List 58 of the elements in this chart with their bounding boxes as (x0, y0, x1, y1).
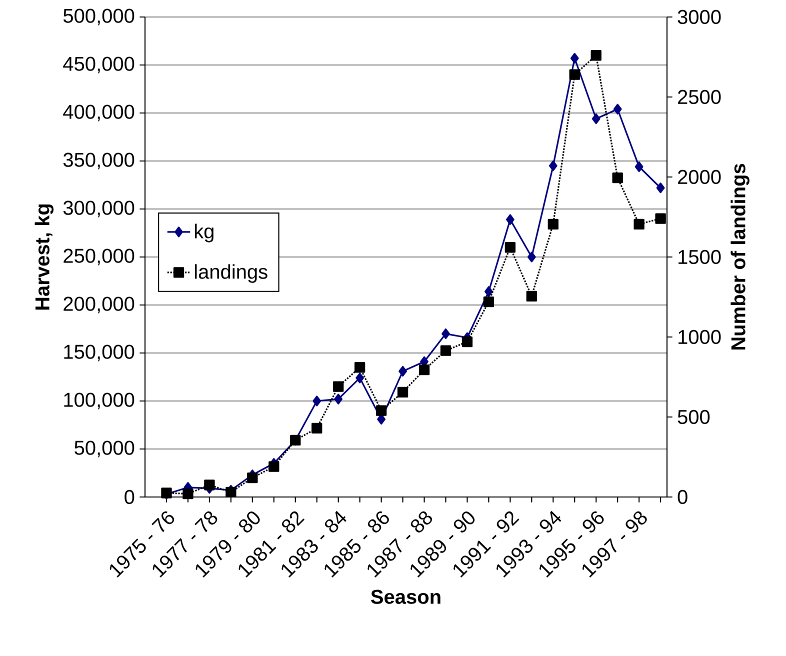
point (442, 328, 450, 340)
point (334, 394, 343, 404)
point (354, 362, 366, 373)
point (655, 213, 666, 224)
point (397, 386, 408, 398)
y2-tick-label: 500 (678, 410, 710, 424)
point (333, 381, 344, 392)
point (590, 50, 602, 61)
point (569, 69, 580, 80)
point (634, 218, 644, 230)
point (634, 161, 644, 172)
y-tick-label: 150,000 (64, 344, 134, 362)
legend-label: landings (194, 264, 268, 283)
point (612, 172, 623, 184)
y2-tick-label: 3000 (678, 10, 721, 24)
y-tick-label: 100,000 (64, 392, 134, 410)
point (526, 290, 537, 302)
point (548, 160, 558, 172)
y-tick-label: 250,000 (64, 248, 134, 266)
y-tick-label: 400,000 (63, 104, 134, 122)
y2-tick-label: 2500 (678, 90, 721, 104)
y2-tick-label: 2000 (678, 170, 721, 184)
point (613, 104, 622, 114)
y2-tick-label: 1000 (678, 330, 721, 344)
legend-label: kg (194, 224, 214, 242)
point (504, 242, 516, 253)
point (484, 286, 493, 297)
point (506, 214, 514, 225)
point (182, 488, 194, 500)
y-tick-label: 450,000 (63, 56, 134, 74)
point (527, 252, 536, 262)
point (440, 345, 452, 356)
point (312, 396, 322, 406)
x-axis-title: Season (371, 590, 440, 604)
y-tick-label: 0 (124, 490, 134, 504)
point (656, 182, 665, 194)
point (592, 113, 600, 124)
point (548, 218, 558, 230)
y-axis-title: Harvest, kg (34, 204, 54, 310)
y-tick-label: 350,000 (63, 152, 134, 170)
y2-axis-title: Number of landings (730, 164, 750, 350)
point (570, 52, 579, 64)
point (398, 366, 407, 377)
y-tick-label: 500,000 (63, 8, 134, 26)
point (418, 364, 430, 376)
point (356, 372, 364, 384)
point (376, 405, 387, 416)
y-tick-label: 50,000 (74, 440, 134, 458)
y-tick-label: 200,000 (64, 296, 134, 314)
point (204, 480, 215, 490)
point (268, 461, 280, 472)
y2-tick-label: 1500 (678, 250, 721, 264)
y2-tick-label: 0 (678, 490, 688, 504)
point (247, 472, 258, 484)
point (483, 296, 494, 308)
point (312, 422, 322, 434)
y-tick-label: 300,000 (63, 200, 134, 218)
point (462, 336, 473, 348)
